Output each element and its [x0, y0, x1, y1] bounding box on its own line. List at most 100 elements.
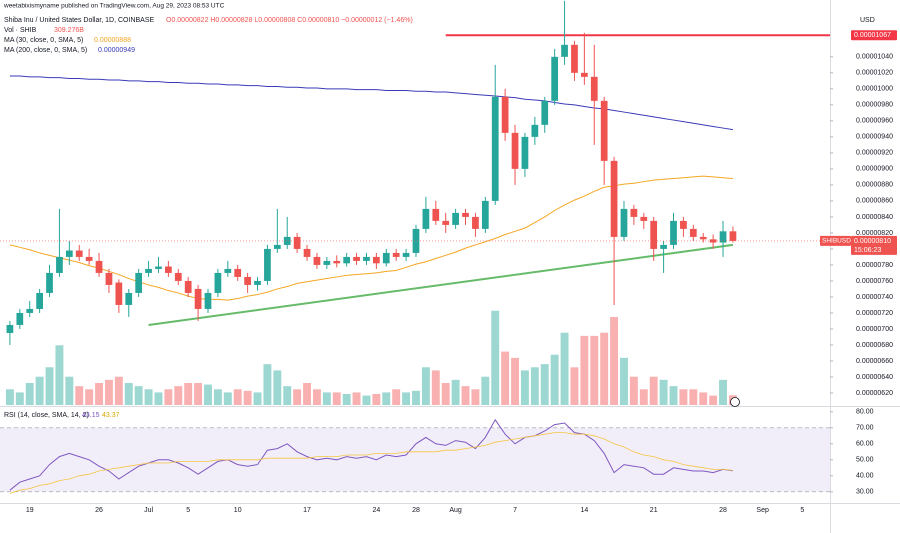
y-tick-label: 0.00000960: [856, 118, 893, 125]
volume-bar: [293, 389, 302, 405]
candle-body: [452, 212, 459, 225]
candle-body: [709, 239, 717, 243]
y-tick-label: 0.00001020: [856, 70, 893, 77]
candle-body: [26, 308, 34, 313]
candle-body: [293, 236, 301, 249]
candle-body: [145, 268, 152, 273]
volume-bar: [719, 379, 727, 405]
volume-bar: [223, 392, 232, 405]
volume-bar: [570, 367, 579, 405]
rsi-value: 43.15: [82, 412, 100, 419]
candle-body: [46, 272, 53, 293]
y-tick-label: 0.00000860: [856, 198, 893, 205]
x-tick-label: 24: [372, 507, 380, 514]
candle-body: [343, 256, 351, 264]
volume-bar: [600, 332, 609, 405]
candle-body: [125, 292, 133, 305]
volume-bar: [451, 379, 460, 405]
ticker-box: [820, 235, 851, 246]
candle-body: [511, 132, 519, 169]
y-tick-label: 0.00000680: [856, 342, 893, 349]
labels-layer: 0.00000620 0.00000640 0.00000660 0.00000680…: [26, 30, 897, 514]
candle-body: [590, 76, 598, 101]
candle-body: [640, 216, 648, 221]
candle-body: [6, 324, 14, 333]
volume-bar: [699, 392, 708, 405]
candle-body: [204, 292, 212, 309]
volume-bar: [461, 386, 470, 405]
candle-body: [194, 288, 202, 309]
x-tick-label: 7: [513, 507, 517, 514]
volume-bar: [184, 383, 193, 405]
volume-bar: [194, 383, 203, 405]
candle-body: [680, 220, 687, 229]
volume-bar: [273, 370, 282, 405]
candle-body: [95, 260, 103, 273]
candle-body: [323, 260, 331, 265]
volume-bar: [421, 367, 430, 405]
candle-body: [244, 276, 251, 285]
volume-bar: [45, 367, 54, 405]
candle-body: [571, 44, 578, 73]
volume-bar: [104, 379, 113, 405]
volume-bar: [25, 383, 34, 405]
x-tick-label: 28: [719, 507, 727, 514]
volume-bar: [481, 376, 490, 405]
candle-body: [670, 220, 677, 245]
volume-bar: [332, 392, 341, 405]
resistance-label: 0.00001067: [854, 32, 891, 39]
x-tick-label: 17: [303, 507, 311, 514]
volume-bar: [679, 389, 688, 405]
candle-body: [689, 228, 697, 237]
rsi-title: RSI (14, close, SMA, 14, 2): [4, 412, 89, 419]
volume-bar: [303, 383, 312, 405]
volume-bar: [639, 389, 648, 405]
background-layer: [0, 56, 833, 493]
candle-body: [382, 252, 390, 264]
publisher: weetabixismyname published on TradingVie…: [3, 3, 225, 10]
rsi-tick-label: 80.00: [856, 409, 874, 416]
y-tick-label: 0.00000980: [856, 102, 893, 109]
replay-icon[interactable]: [730, 397, 740, 407]
candle-body: [105, 272, 113, 285]
candle-body: [531, 124, 539, 137]
y-tick-label: 0.00000740: [856, 294, 893, 301]
candle-body: [402, 252, 410, 257]
rsi-tick-label: 60.00: [856, 441, 874, 448]
volume-bar: [580, 335, 589, 405]
volume-bar: [114, 376, 123, 405]
candle-body: [363, 256, 370, 261]
volume-bar: [95, 383, 104, 405]
y-tick-label: 0.00000900: [856, 166, 893, 173]
volume-bar: [15, 392, 24, 405]
volume-bar: [372, 394, 381, 405]
volume-bar: [402, 392, 411, 405]
candle-body: [373, 256, 380, 264]
symbol-title: Shiba Inu / United States Dollar, 1D, CO…: [4, 17, 155, 24]
ma200-title: MA (200, close, 0, SMA, 5): [4, 47, 87, 54]
volume-bar: [511, 357, 519, 405]
candle-body: [491, 96, 499, 201]
ma200-value: 0.00000949: [98, 47, 135, 54]
volume-bar: [85, 389, 94, 405]
last-price-label: 0.00000810: [854, 238, 891, 245]
volume-value: 309.276B: [54, 27, 84, 34]
trendline: [148, 243, 734, 326]
candle-body: [630, 208, 638, 217]
marks-layer: [0, 0, 830, 494]
volume-bar: [471, 389, 480, 405]
y-tick-label: 0.00001000: [856, 86, 893, 93]
y-tick-label: 0.00000940: [856, 134, 893, 141]
candle-body: [541, 100, 549, 125]
ticker-label: SHIBUSD: [822, 238, 851, 245]
volume-bar: [530, 367, 539, 405]
volume-bar: [55, 345, 64, 405]
x-tick-label: 21: [650, 507, 658, 514]
candle-body: [620, 208, 628, 237]
volume-bar: [689, 389, 698, 405]
x-tick-label: 5: [186, 507, 190, 514]
candle-body: [650, 220, 658, 249]
candle-body: [481, 200, 489, 229]
